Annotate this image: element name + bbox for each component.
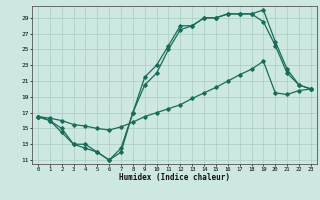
X-axis label: Humidex (Indice chaleur): Humidex (Indice chaleur) bbox=[119, 173, 230, 182]
